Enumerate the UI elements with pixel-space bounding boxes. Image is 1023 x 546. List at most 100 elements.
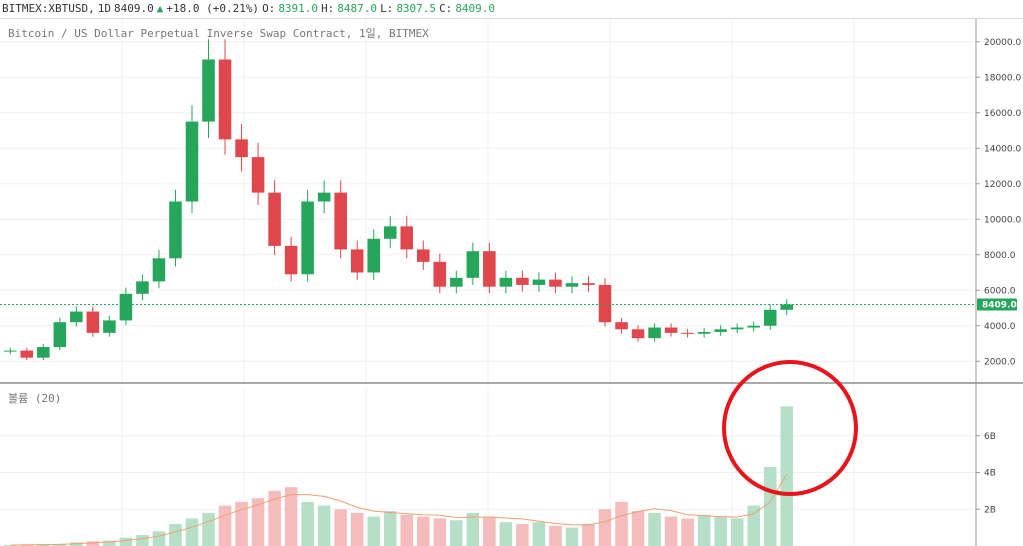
close-label: C: bbox=[439, 2, 453, 15]
volume-tick-label: 6B bbox=[984, 432, 996, 442]
volume-bar bbox=[681, 518, 694, 546]
price-tick-label: 18000.0 bbox=[984, 73, 1021, 83]
candle-body bbox=[400, 226, 414, 250]
candle-body bbox=[780, 304, 794, 310]
volume-bar bbox=[152, 531, 166, 546]
volume-ma-line bbox=[10, 474, 788, 546]
volume-bar bbox=[582, 523, 595, 546]
volume-axis[interactable]: 2B 4B 6B bbox=[976, 432, 996, 516]
volume-title: 볼륨 (20) bbox=[8, 392, 61, 405]
candle-body bbox=[268, 192, 281, 246]
candle-body bbox=[631, 329, 645, 339]
volume-bar bbox=[747, 505, 760, 546]
candle-body bbox=[664, 327, 678, 333]
price-change: +18.0 (+0.21%) bbox=[166, 2, 260, 15]
candle-body bbox=[598, 284, 612, 323]
price-tick-label: 20000.0 bbox=[984, 38, 1021, 48]
volume-bar bbox=[483, 516, 496, 546]
candle-body bbox=[763, 309, 777, 326]
volume-bar bbox=[202, 512, 215, 546]
volume-bar bbox=[450, 520, 463, 546]
volume-bar bbox=[169, 523, 182, 546]
volume-tick-label: 4B bbox=[984, 469, 996, 479]
candle-body bbox=[565, 283, 579, 287]
volume-bar bbox=[664, 516, 678, 546]
candle-body bbox=[136, 281, 149, 294]
volume-bar bbox=[185, 518, 199, 546]
candle-body bbox=[317, 192, 331, 202]
volume-bar bbox=[119, 537, 133, 546]
candle-body bbox=[450, 277, 463, 287]
price-candles bbox=[3, 39, 794, 361]
candle-body bbox=[119, 293, 133, 321]
candle-body bbox=[251, 157, 265, 193]
candle-body bbox=[582, 283, 595, 285]
candle-body bbox=[218, 59, 232, 140]
price-tick-label: 12000.0 bbox=[984, 180, 1021, 190]
volume-bar bbox=[532, 522, 546, 546]
chart-title: Bitcoin / US Dollar Perpetual Inverse Sw… bbox=[8, 26, 429, 40]
candle-body bbox=[103, 320, 116, 333]
volume-tick-label: 2B bbox=[984, 505, 996, 515]
volume-bar bbox=[367, 516, 380, 546]
last-price-tag-label: 8409.0 bbox=[982, 300, 1017, 310]
candle-body bbox=[367, 238, 380, 273]
candle-body bbox=[284, 245, 298, 275]
candle-body bbox=[169, 201, 182, 259]
volume-bar bbox=[730, 518, 744, 546]
candle-body bbox=[516, 277, 529, 285]
candle-body bbox=[37, 347, 50, 358]
candle-body bbox=[86, 311, 100, 333]
volume-bar bbox=[235, 501, 248, 546]
volume-bar bbox=[400, 514, 414, 546]
volume-bar bbox=[136, 534, 149, 546]
volume-bar bbox=[218, 505, 232, 546]
price-axis[interactable]: 2000.0 4000.0 6000.0 8000.0 10000.0 12000.0 14… bbox=[976, 38, 1021, 368]
volume-bar bbox=[317, 505, 331, 546]
candle-body bbox=[681, 332, 694, 334]
volume-bar bbox=[499, 522, 513, 546]
volume-bar bbox=[697, 514, 711, 546]
candle-body bbox=[532, 279, 546, 285]
volume-bar bbox=[598, 509, 612, 546]
candle-body bbox=[549, 279, 562, 287]
candle-body bbox=[301, 201, 314, 275]
candle-body bbox=[714, 329, 727, 332]
low-label: L: bbox=[380, 2, 394, 15]
highlight-circle bbox=[722, 360, 858, 496]
volume-bar bbox=[417, 516, 430, 546]
interval-label[interactable]: 1D bbox=[97, 2, 111, 15]
symbol-name[interactable]: BITMEX:XBTUSD, bbox=[2, 2, 95, 15]
up-arrow-icon: ▲ bbox=[156, 2, 164, 15]
candle-body bbox=[185, 121, 199, 202]
candle-body bbox=[747, 325, 760, 328]
symbol-header: BITMEX:XBTUSD, 1D 8409.0 ▲ +18.0 (+0.21%) O: 8… bbox=[0, 0, 1023, 19]
volume-bar bbox=[631, 511, 645, 546]
candle-body bbox=[499, 277, 513, 287]
candle-body bbox=[730, 327, 744, 330]
candle-body bbox=[615, 322, 628, 330]
last-price: 8409.0 bbox=[113, 2, 154, 15]
candle-body bbox=[483, 251, 496, 287]
volume-bar bbox=[466, 512, 480, 546]
volume-bar bbox=[615, 501, 628, 546]
candle-body bbox=[433, 261, 447, 287]
candle-body bbox=[70, 311, 83, 323]
price-tick-label: 4000.0 bbox=[984, 322, 1016, 332]
candle-body bbox=[3, 350, 17, 352]
chart-canvas[interactable]: 2000.0 4000.0 6000.0 8000.0 10000.0 12000.0 14… bbox=[0, 19, 1023, 546]
candle-body bbox=[417, 249, 430, 262]
high-label: H: bbox=[321, 2, 335, 15]
volume-bar bbox=[350, 512, 364, 546]
candle-body bbox=[152, 258, 166, 282]
candle-body bbox=[466, 251, 480, 278]
price-tick-label: 2000.0 bbox=[984, 357, 1016, 367]
volume-bar bbox=[763, 466, 777, 546]
high-value: 8487.0 bbox=[337, 2, 378, 15]
candle-body bbox=[235, 139, 248, 158]
price-tick-label: 16000.0 bbox=[984, 109, 1021, 119]
price-tick-label: 14000.0 bbox=[984, 144, 1021, 154]
candle-body bbox=[334, 192, 347, 250]
candle-body bbox=[350, 249, 364, 273]
price-tick-label: 10000.0 bbox=[984, 215, 1021, 225]
